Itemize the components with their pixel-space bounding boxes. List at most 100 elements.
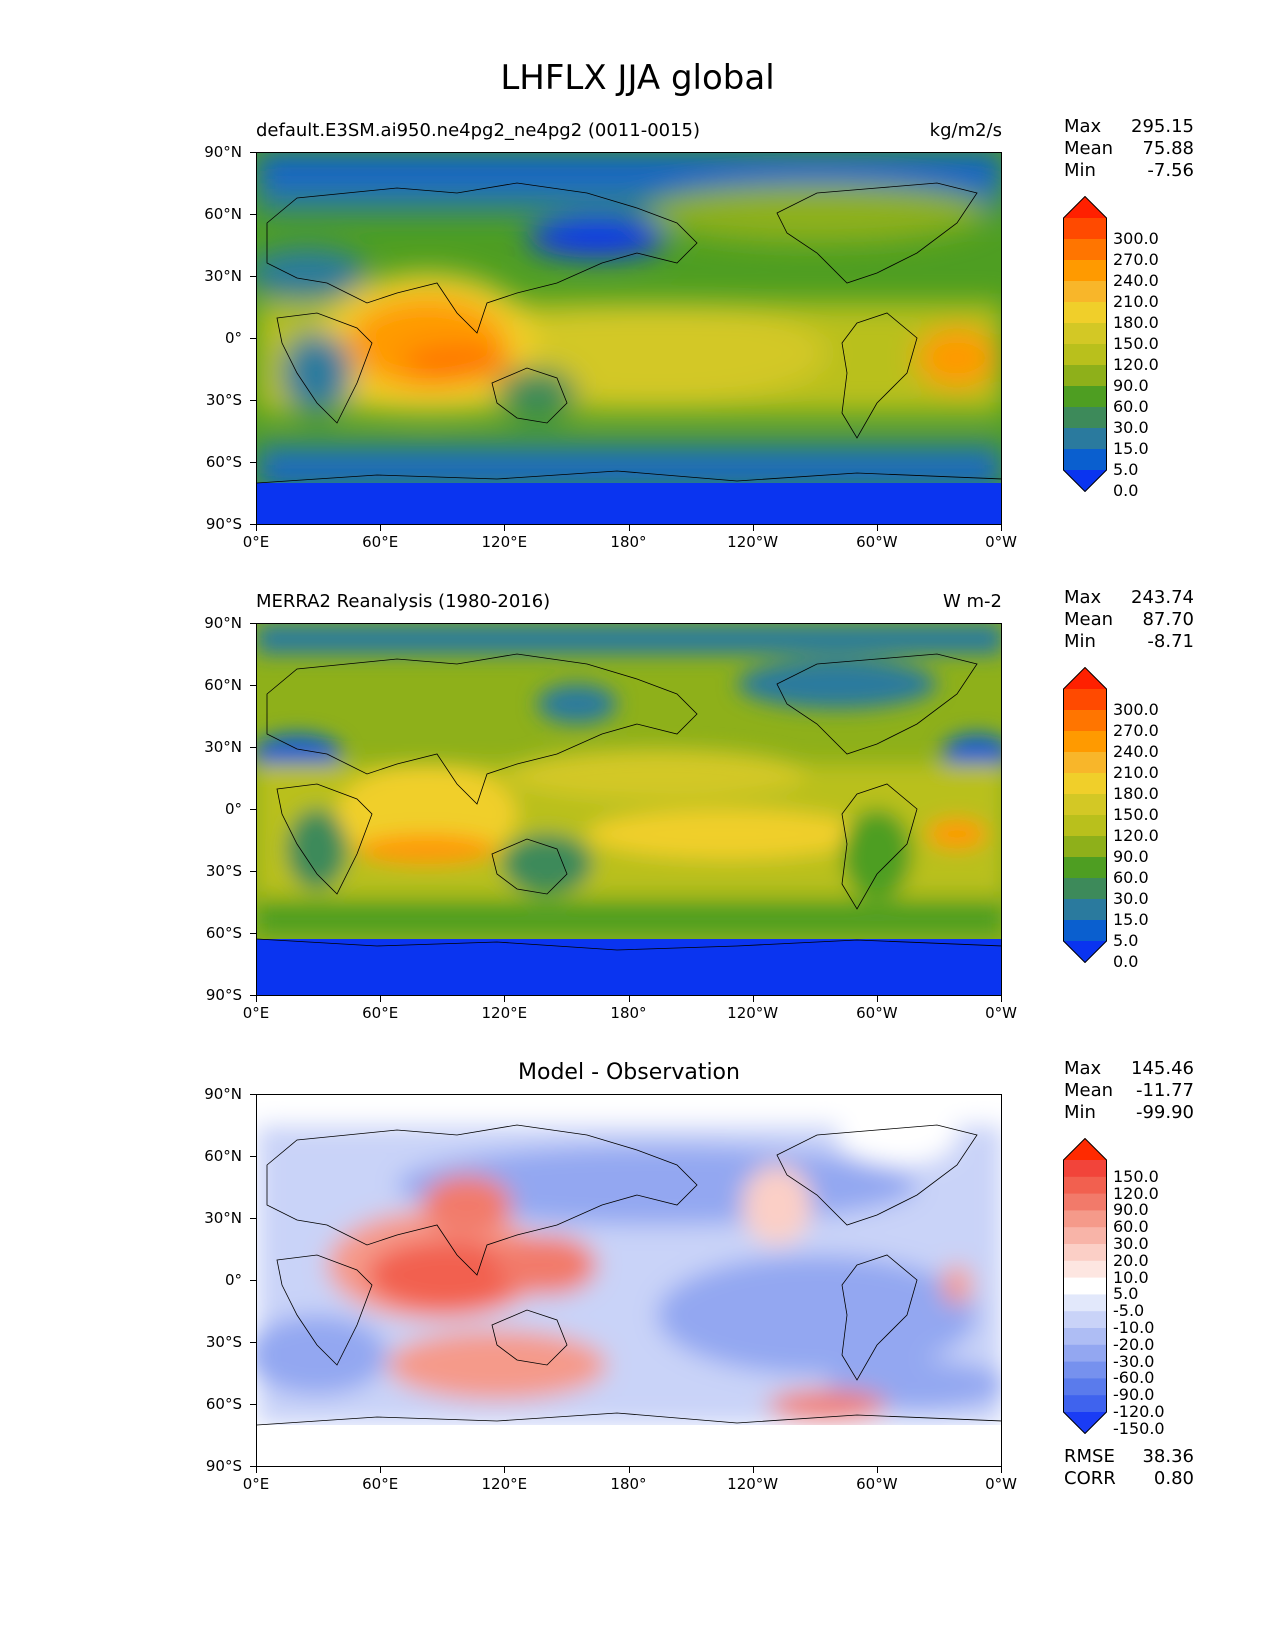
colorbar-level-label: 210.0: [1113, 763, 1159, 782]
stat-mean: 87.70: [1142, 609, 1194, 630]
colorbar-segment: [1063, 857, 1107, 879]
panel-units: kg/m2/s: [929, 120, 1002, 141]
lat-tick-mark: [250, 747, 256, 748]
lon-tick-mark: [752, 1467, 754, 1473]
panel-title-center: Model - Observation: [518, 1060, 740, 1085]
lon-tick-label: 120°E: [481, 1475, 528, 1493]
colorbar-level-label: 90.0: [1113, 1200, 1149, 1220]
colorbar-segment: [1063, 386, 1107, 408]
colorbar-graphic: [1063, 1138, 1107, 1434]
lon-tick-mark: [380, 525, 382, 531]
lon-tick-mark: [628, 1467, 630, 1473]
colorbar-segment: [1063, 1294, 1107, 1312]
colorbar-extend-max: [1063, 1138, 1107, 1160]
colorbar-level-label: -30.0: [1113, 1351, 1155, 1371]
lon-tick-mark: [504, 1467, 506, 1473]
lon-tick-label: 180°: [610, 1004, 647, 1022]
colorbar-extend-max: [1063, 667, 1107, 689]
lon-tick-mark: [380, 1467, 382, 1473]
colorbar-outline: [1063, 667, 1107, 963]
colorbar-level-label: 150.0: [1113, 805, 1159, 824]
stat-min: -99.90: [1135, 1102, 1194, 1123]
lat-tick-label: 30°S: [205, 1333, 242, 1351]
colorbar-level-label: 30.0: [1113, 889, 1149, 908]
lat-tick-mark: [250, 462, 256, 463]
lat-tick-label: 0°: [224, 800, 242, 818]
lat-tick-mark: [250, 214, 256, 215]
colorbar-level-label: 150.0: [1113, 1166, 1159, 1186]
lon-tick-mark: [1001, 525, 1002, 531]
lon-tick-label: 180°: [610, 533, 647, 551]
lat-tick-mark: [250, 1156, 256, 1157]
lon-tick-label: 60°E: [362, 533, 399, 551]
lon-tick-label: 180°: [610, 1475, 647, 1493]
stat-min: -8.71: [1147, 631, 1194, 652]
colorbar-outline: [1063, 196, 1107, 492]
lat-tick-label: 60°N: [204, 205, 242, 223]
colorbar-level-label: 30.0: [1113, 1234, 1149, 1253]
panel-observation: MERRA2 Reanalysis (1980-2016) W m-2: [0, 471, 1275, 1022]
lat-tick-label: 60°S: [205, 453, 242, 471]
metric-rmse-label: RMSE: [1064, 1446, 1115, 1467]
colorbar-segment: [1063, 1210, 1107, 1228]
colorbar-level-label: -20.0: [1113, 1334, 1155, 1354]
lat-tick-mark: [250, 338, 256, 339]
lon-tick-mark: [1001, 1467, 1002, 1473]
colorbar-segment: [1063, 752, 1107, 774]
colorbar-segment: [1063, 773, 1107, 795]
lon-tick-mark: [504, 525, 506, 531]
lon-tick-mark: [752, 996, 754, 1002]
colorbar-segment: [1063, 794, 1107, 816]
lat-tick-label: 30°S: [205, 391, 242, 409]
colorbar-level-label: 180.0: [1113, 784, 1159, 803]
lon-tick-mark: [256, 1467, 257, 1473]
lat-tick-mark: [250, 809, 256, 810]
lat-tick-mark: [250, 871, 256, 872]
colorbar-level-label: 180.0: [1113, 313, 1159, 332]
colorbar-segment: [1063, 815, 1107, 837]
colorbar-level-label: 60.0: [1113, 868, 1149, 887]
stat-max: 243.74: [1131, 587, 1194, 608]
lon-tick-label: 60°W: [856, 1475, 898, 1493]
lon-tick-mark: [876, 1467, 878, 1473]
colorbar-segment: [1063, 1244, 1107, 1262]
colorbar-level-label: 120.0: [1113, 1183, 1159, 1203]
colorbar-level-label: -60.0: [1113, 1368, 1155, 1388]
figure-title: LHFLX JJA global: [500, 58, 775, 98]
colorbar-level-label: 90.0: [1113, 847, 1149, 866]
stat-max: 145.46: [1131, 1058, 1194, 1079]
lon-tick-mark: [256, 996, 257, 1002]
colorbar-level-label: -150.0: [1113, 1418, 1165, 1438]
colorbar-level-label: 60.0: [1113, 1217, 1149, 1237]
colorbar-segment: [1063, 920, 1107, 942]
lon-tick-mark: [628, 525, 630, 531]
stats-box: Max 243.74 Mean 87.70 Min -8.71: [1064, 587, 1194, 653]
lat-tick-mark: [250, 1466, 256, 1467]
lon-tick-label: 60°E: [362, 1475, 399, 1493]
lat-tick-label: 60°S: [205, 1395, 242, 1413]
colorbar-segment: [1063, 1176, 1107, 1195]
lat-tick-label: 60°N: [204, 676, 242, 694]
colorbar-level-label: -120.0: [1113, 1402, 1165, 1421]
colorbar-level-label: 240.0: [1113, 271, 1159, 290]
colorbar-segment: [1063, 1227, 1107, 1245]
colorbar-level-label: 15.0: [1113, 910, 1149, 929]
colorbar-segment: [1063, 1260, 1107, 1279]
lat-tick-mark: [250, 623, 256, 624]
colorbar-extend-min: [1063, 470, 1107, 492]
colorbar-level-label: 120.0: [1113, 355, 1159, 374]
colorbar-level-label: -10.0: [1113, 1318, 1155, 1337]
lon-tick-label: 60°E: [362, 1004, 399, 1022]
panel-title-left: default.E3SM.ai950.ne4pg2_ne4pg2 (0011-0…: [256, 120, 701, 141]
colorbar-extend-min: [1063, 1412, 1107, 1434]
lat-tick-mark: [250, 1404, 256, 1405]
colorbar-level-label: 30.0: [1113, 418, 1149, 437]
lon-tick-label: 0°E: [242, 1475, 270, 1493]
colorbar-level-label: 0.0: [1113, 952, 1139, 971]
lat-tick-label: 60°N: [204, 1147, 242, 1165]
lon-tick-label: 120°E: [481, 533, 528, 551]
lat-tick-label: 90°S: [205, 986, 242, 1004]
colorbar-level-label: 120.0: [1113, 826, 1159, 845]
lon-tick-label: 120°W: [727, 1475, 779, 1493]
lat-tick-label: 30°N: [204, 738, 242, 756]
